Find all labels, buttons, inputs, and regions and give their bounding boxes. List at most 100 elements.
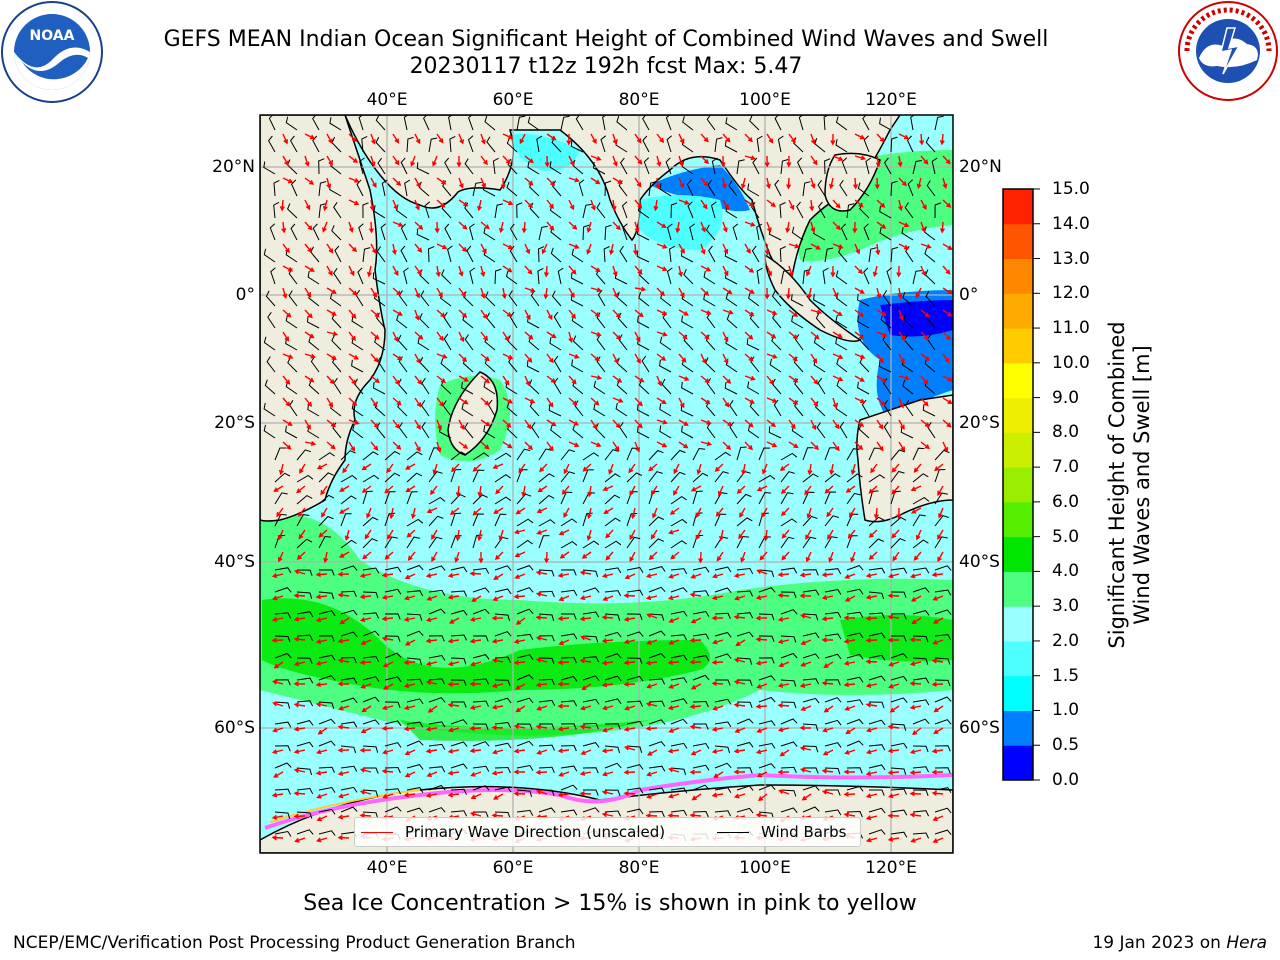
wind-barb [531,422,540,439]
wave-arrow [326,265,333,277]
wave-arrow [777,572,790,578]
wind-barb [626,566,644,573]
wind-barb [318,591,335,600]
wind-barb [274,679,291,686]
wave-arrow [689,592,702,598]
wave-arrow [810,309,823,315]
wind-barb [868,567,886,574]
wind-barb [802,723,819,731]
wave-arrow [480,331,489,342]
wind-barb [443,333,452,351]
wind-barb [604,613,621,621]
wind-barb [428,635,445,642]
wave-arrow [337,681,350,687]
wind-barb [846,767,863,774]
wave-arrow [645,595,658,601]
wind-barb [473,811,489,818]
wave-arrow [491,683,504,689]
wind-barb [802,515,818,527]
wind-barb [450,741,468,747]
wind-barb [912,473,929,483]
wind-barb [868,719,886,726]
wave-arrow [294,569,306,575]
wind-barb [802,653,820,659]
wind-barb [331,334,342,351]
wind-barb [824,653,842,660]
wave-arrow [491,770,504,776]
wave-arrow [611,199,617,212]
wind-barb [516,674,534,681]
wave-arrow [805,529,812,540]
wind-barb [648,538,665,549]
wave-arrow [777,769,790,775]
wave-arrow [524,397,536,404]
wind-barb [736,785,754,791]
wave-arrow [799,572,812,578]
wind-barb [538,590,555,598]
wind-barb [560,115,570,131]
wave-arrow [764,243,770,256]
wind-barb [705,224,716,241]
wind-barb [661,378,672,395]
wave-arrow [891,529,900,539]
wave-arrow [557,748,570,754]
wind-barb [912,270,922,285]
wave-arrow [700,375,710,384]
wind-barb [266,356,276,373]
wind-barb [572,335,584,351]
wind-barb [824,767,841,775]
wave-arrow [304,419,311,430]
wind-barb [758,657,775,664]
wave-arrow [322,221,328,233]
wind-barb [802,269,811,285]
wind-barb [604,567,622,574]
wave-arrow [634,286,647,292]
wave-arrow [850,463,856,476]
wave-arrow [650,485,658,496]
wave-arrow [277,551,284,563]
wave-arrow [448,727,460,733]
wind-barb [736,567,754,575]
wave-arrow [942,177,948,190]
wave-arrow [766,419,777,428]
wave-arrow [690,683,702,690]
wave-arrow [370,353,379,363]
wind-barb [863,267,870,285]
wave-arrow [403,659,416,666]
wave-arrow [502,331,510,342]
wind-barb [329,117,342,131]
wave-arrow [521,221,527,234]
wave-arrow [939,221,945,234]
wind-barb [912,496,930,505]
wind-barb [626,472,643,483]
wind-barb [824,568,842,575]
wind-barb [774,179,782,197]
wave-arrow [624,745,636,751]
wind-barb [692,810,709,818]
wind-barb [622,223,628,241]
wind-barb [934,609,952,615]
wave-arrow [734,727,746,733]
wind-barb [670,449,686,461]
wave-arrow [558,595,570,602]
wind-barb [868,591,885,600]
wave-arrow [458,331,465,343]
wave-arrow [359,767,372,773]
colorbar-tick-label: 1.5 [1052,665,1080,686]
wind-barb [780,679,797,687]
y-tick-right: 20°N [959,157,1002,177]
wave-arrow [514,529,526,535]
wave-arrow [360,683,372,689]
wave-arrow [414,419,421,430]
wave-arrow [601,573,614,579]
wind-barb [428,536,443,549]
wind-barb [824,633,842,640]
wind-barb [450,590,468,597]
wave-arrow [612,221,621,231]
wind-barb [428,766,446,773]
wave-arrow [788,199,795,211]
wind-barb [362,811,379,819]
wave-arrow [381,594,394,600]
wind-barb [648,653,666,659]
wave-arrow [337,638,350,644]
